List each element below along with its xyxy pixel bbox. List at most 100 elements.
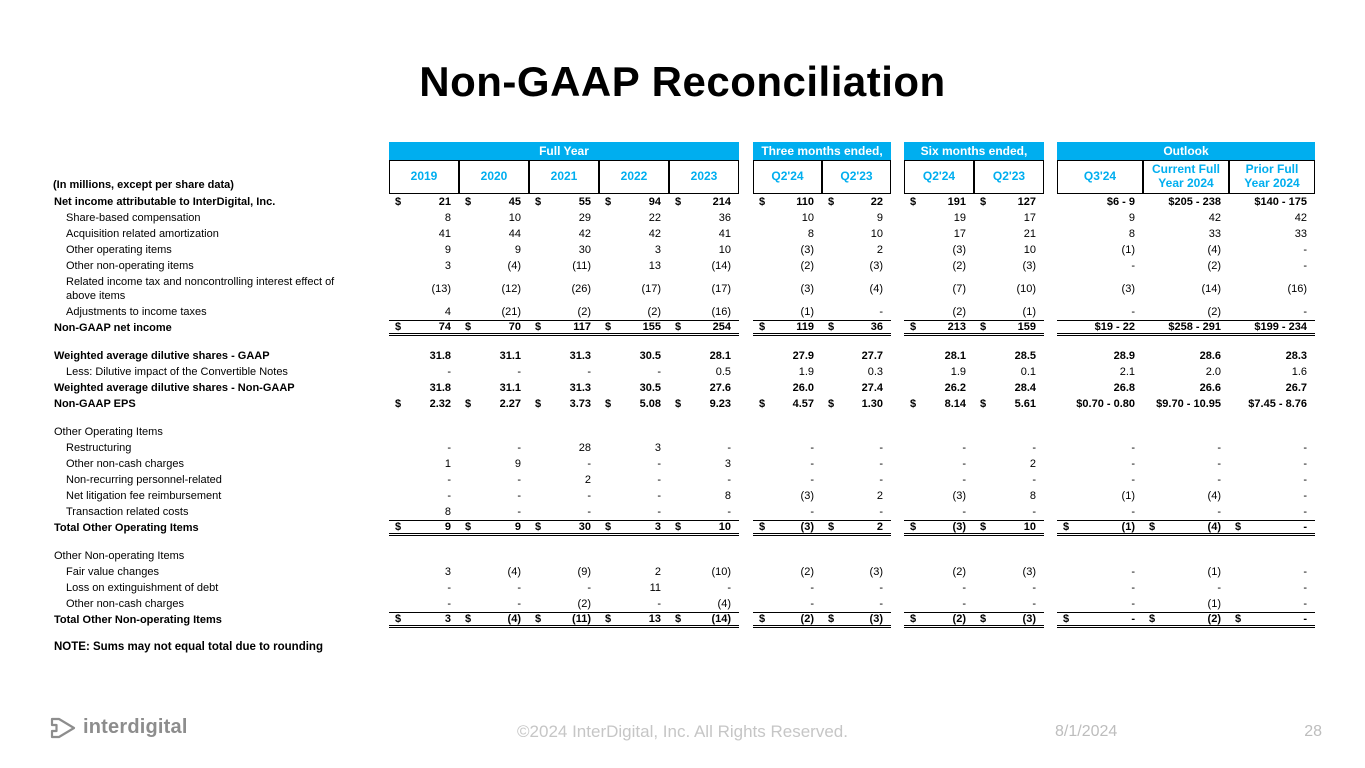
- table-cell: -: [517, 582, 521, 594]
- table-cell: $ (3): [904, 520, 974, 536]
- table-cell: -: [657, 490, 661, 502]
- column-header: Q2'23: [822, 160, 891, 194]
- table-cell: (2): [1207, 260, 1221, 272]
- column-group-header: Full Year: [389, 142, 739, 160]
- table-cell: 33: [1294, 228, 1307, 240]
- rounding-note: NOTE: Sums may not equal total due to ro…: [54, 641, 323, 653]
- table-cell: -: [879, 598, 883, 610]
- table-cell: 1.9: [798, 366, 814, 378]
- table-cell: 26.7: [1285, 382, 1307, 394]
- table-cell: 31.8: [429, 350, 451, 362]
- row-label: Total Other Non-operating Items: [54, 614, 222, 626]
- table-cell: -: [587, 366, 591, 378]
- table-cell: $117: [529, 320, 599, 336]
- table-cell: 27.9: [792, 350, 814, 362]
- table-cell: 31.3: [569, 382, 591, 394]
- table-row: Non-GAAP net income $74 $70 $117 $155 $254 $11…: [53, 320, 1321, 336]
- table-cell: 28.9: [1113, 350, 1135, 362]
- row-label: Other operating items: [66, 244, 172, 256]
- table-cell: 10: [718, 244, 731, 256]
- table-cell: 31.1: [499, 382, 521, 394]
- table-cell: 44: [508, 228, 521, 240]
- table-cell: $22: [828, 196, 883, 208]
- table-cell: (1): [1121, 490, 1135, 502]
- table-row: Fair value changes 3 (4) (9) 2 (10) (2) (3) (2) (…: [53, 564, 1321, 580]
- table-cell: -: [1303, 474, 1307, 486]
- column-header: Q2'24: [904, 160, 974, 194]
- table-cell: [1057, 424, 1143, 440]
- table-cell: -: [657, 506, 661, 518]
- units-label: (In millions, except per share data): [53, 179, 234, 191]
- table-cell: 28.1: [944, 350, 966, 362]
- table-row: Total Other Non-operating Items $3 $ (4) $ (1…: [53, 612, 1321, 628]
- table-cell: -: [879, 474, 883, 486]
- table-cell: $127: [980, 196, 1036, 208]
- column-group-header: Outlook: [1057, 142, 1315, 160]
- table-cell: $214: [675, 196, 731, 208]
- table-cell: -: [587, 582, 591, 594]
- table-cell: $70: [459, 320, 529, 336]
- table-cell: -: [517, 490, 521, 502]
- table-cell: -: [1303, 306, 1307, 318]
- table-cell: $ (1): [1057, 520, 1143, 536]
- row-label: Restructuring: [66, 442, 132, 454]
- table-cell: $10: [669, 520, 739, 536]
- table-cell: $199 - 234: [1229, 320, 1315, 336]
- table-cell: (16): [1287, 283, 1307, 295]
- table-row: Other operating items 9 9 30 3 10 (3) 2 (3) 10 (1)…: [53, 242, 1321, 258]
- table-cell: $ (14): [669, 612, 739, 628]
- table-cell: $119: [753, 320, 822, 336]
- table-cell: (11): [572, 260, 591, 272]
- table-cell: $ -: [1229, 612, 1315, 628]
- table-cell: -: [517, 598, 521, 610]
- table-cell: (4): [507, 260, 521, 272]
- table-cell: -: [657, 458, 661, 470]
- table-cell: $21: [395, 196, 451, 208]
- table-cell: $13: [599, 612, 669, 628]
- table-cell: -: [810, 506, 814, 518]
- table-cell: [599, 424, 669, 440]
- table-cell: -: [810, 598, 814, 610]
- table-cell: -: [1303, 442, 1307, 454]
- table-row: Other non-cash charges - - (2) - (4) - - - - - (1) -: [53, 596, 1321, 612]
- table-cell: -: [810, 442, 814, 454]
- reconciliation-table: Full Year Three months ended, Six months e…: [53, 142, 1321, 628]
- row-label: Total Other Operating Items: [54, 522, 199, 534]
- table-cell: $0.70 - 0.80: [1076, 398, 1135, 410]
- table-cell: 26.8: [1113, 382, 1135, 394]
- table-cell: (10): [1016, 283, 1036, 295]
- table-cell: 30.5: [639, 382, 661, 394]
- table-cell: -: [1303, 260, 1307, 272]
- table-cell: $ (3): [974, 612, 1044, 628]
- column-header: Current Full Year 2024: [1143, 160, 1229, 194]
- table-cell: [599, 548, 669, 564]
- table-cell: (2): [577, 306, 591, 318]
- table-cell: -: [1032, 582, 1036, 594]
- page-number: 28: [1304, 723, 1322, 740]
- table-cell: 9: [876, 212, 883, 224]
- row-label: Acquisition related amortization: [66, 228, 219, 240]
- table-cell: (2): [952, 260, 966, 272]
- table-cell: -: [1131, 566, 1135, 578]
- column-group-header: Six months ended,: [904, 142, 1044, 160]
- table-cell: [459, 424, 529, 440]
- table-cell: [904, 548, 974, 564]
- table-cell: [904, 424, 974, 440]
- table-cell: (3): [800, 490, 814, 502]
- table-cell: (2): [577, 598, 591, 610]
- table-cell: $9.70 - 10.95: [1156, 398, 1221, 410]
- table-cell: 42: [648, 228, 661, 240]
- table-cell: -: [1131, 474, 1135, 486]
- table-row: Related income tax and noncontrolling in…: [53, 274, 1321, 304]
- table-cell: 10: [508, 212, 521, 224]
- table-cell: 30: [578, 244, 591, 256]
- table-cell: 2: [876, 244, 883, 256]
- table-cell: -: [1131, 598, 1135, 610]
- table-cell: $ (4): [459, 612, 529, 628]
- table-cell: -: [879, 582, 883, 594]
- table-cell: -: [1303, 566, 1307, 578]
- table-cell: 30.5: [639, 350, 661, 362]
- table-cell: (14): [1201, 283, 1221, 295]
- table-cell: (3): [1121, 283, 1135, 295]
- table-cell: (4): [1207, 490, 1221, 502]
